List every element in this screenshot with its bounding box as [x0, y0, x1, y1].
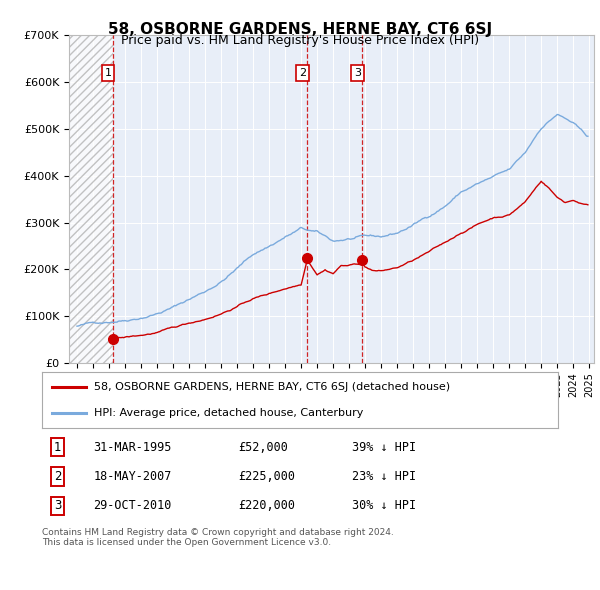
Text: 1: 1 [54, 441, 61, 454]
Text: 1: 1 [105, 68, 112, 78]
Text: Contains HM Land Registry data © Crown copyright and database right 2024.
This d: Contains HM Land Registry data © Crown c… [42, 528, 394, 548]
Text: 29-OCT-2010: 29-OCT-2010 [94, 499, 172, 512]
Text: £225,000: £225,000 [238, 470, 295, 483]
Text: 23% ↓ HPI: 23% ↓ HPI [352, 470, 416, 483]
Text: 18-MAY-2007: 18-MAY-2007 [94, 470, 172, 483]
Text: 2: 2 [54, 470, 61, 483]
Text: 31-MAR-1995: 31-MAR-1995 [94, 441, 172, 454]
Text: 58, OSBORNE GARDENS, HERNE BAY, CT6 6SJ (detached house): 58, OSBORNE GARDENS, HERNE BAY, CT6 6SJ … [94, 382, 450, 392]
Text: 3: 3 [354, 68, 361, 78]
Text: Price paid vs. HM Land Registry's House Price Index (HPI): Price paid vs. HM Land Registry's House … [121, 34, 479, 47]
Text: 58, OSBORNE GARDENS, HERNE BAY, CT6 6SJ: 58, OSBORNE GARDENS, HERNE BAY, CT6 6SJ [108, 22, 492, 37]
Text: 3: 3 [54, 499, 61, 512]
Text: £220,000: £220,000 [238, 499, 295, 512]
Text: HPI: Average price, detached house, Canterbury: HPI: Average price, detached house, Cant… [94, 408, 363, 418]
Text: 2: 2 [299, 68, 306, 78]
Text: 30% ↓ HPI: 30% ↓ HPI [352, 499, 416, 512]
Text: £52,000: £52,000 [238, 441, 288, 454]
Text: 39% ↓ HPI: 39% ↓ HPI [352, 441, 416, 454]
